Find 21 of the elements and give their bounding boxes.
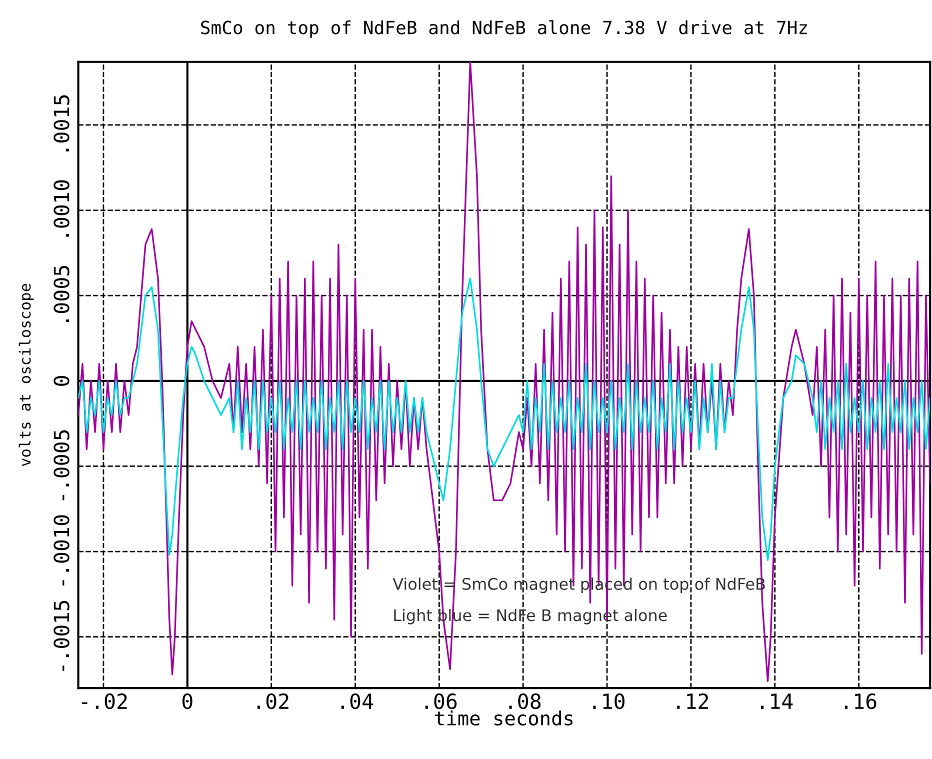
x-tick-label: .06 — [425, 693, 457, 710]
y-tick-label: 0 — [54, 376, 70, 386]
y-tick-label: -.0005 — [54, 430, 70, 500]
y-tick-label: .0010 — [54, 180, 70, 237]
y-axis-title: volts at osciloscope — [18, 284, 34, 466]
y-tick-label: -.0015 — [54, 600, 70, 671]
x-tick-label: .10 — [593, 693, 624, 710]
y-tick-label: .0015 — [54, 95, 70, 152]
x-tick-label: .02 — [257, 693, 288, 710]
line-series — [78, 278, 930, 561]
x-tick-label: .14 — [761, 694, 793, 709]
chart-title: SmCo on top of NdFeB and NdFeB alone 7.38 V drive at 7Hz — [201, 20, 807, 38]
x-tick-label: 0 — [182, 693, 192, 710]
y-tick-label: -.0010 — [54, 515, 70, 586]
x-tick-label: .08 — [509, 693, 541, 710]
x-tick-label: .12 — [677, 693, 708, 709]
y-tick-label: .0005 — [54, 266, 70, 322]
x-axis-title: time seconds — [435, 710, 573, 726]
x-tick-label: .16 — [844, 693, 876, 710]
x-tick-label: .04 — [341, 693, 374, 710]
x-tick-label: -.02 — [82, 693, 127, 710]
